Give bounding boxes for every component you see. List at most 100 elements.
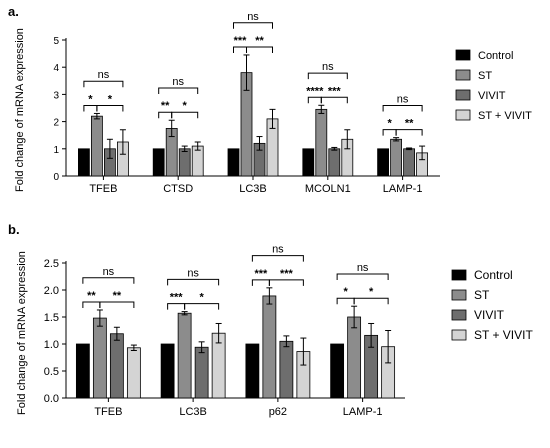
bar — [302, 148, 315, 177]
significance-label: ** — [113, 290, 122, 302]
x-tick-label: CTSD — [163, 183, 193, 195]
x-tick-label: LAMP-1 — [343, 406, 383, 418]
significance-label: ns — [272, 244, 284, 256]
significance-bracket — [307, 96, 322, 104]
significance-label: ** — [161, 100, 170, 112]
significance-bracket — [251, 255, 304, 262]
significance-label: * — [88, 93, 93, 105]
bar — [279, 340, 294, 399]
bar — [227, 148, 240, 177]
x-tick-label: LC3B — [239, 183, 267, 195]
significance-label: *** — [280, 268, 294, 280]
significance-bracket — [167, 303, 186, 310]
legend-swatch — [451, 309, 467, 321]
significance-label: ns — [397, 93, 409, 105]
bar — [178, 148, 191, 177]
y-tick-label: 2.0 — [44, 285, 59, 297]
significance-label: * — [183, 100, 188, 112]
x-tick-label: LAMP-1 — [383, 183, 423, 195]
significance-label: ns — [103, 266, 115, 278]
significance-label: ns — [172, 76, 184, 88]
significance-label: *** — [254, 268, 268, 280]
legend-swatch — [455, 89, 471, 101]
significance-bracket — [382, 104, 423, 112]
significance-bracket — [336, 297, 355, 305]
significance-bracket — [246, 46, 273, 53]
significance-bracket — [158, 111, 173, 119]
y-tick-label: 2.5 — [44, 258, 59, 270]
significance-bracket — [99, 301, 135, 308]
significance-label: ns — [322, 61, 334, 73]
significance-label: **** — [306, 85, 324, 97]
bar — [92, 317, 107, 399]
significance-bracket — [96, 104, 124, 112]
significance-label: ns — [357, 262, 369, 274]
legend-label: Control — [478, 50, 513, 62]
significance-bracket — [82, 277, 135, 284]
significance-label: * — [199, 292, 204, 304]
bar — [177, 312, 192, 399]
panel-a-chart: a. 0 1 2 3 4 5 Fold change of mRNA expression T… — [8, 4, 532, 195]
significance-bracket — [167, 278, 220, 286]
legend-label: VIVIT — [474, 308, 505, 322]
panel-b-label: b. — [8, 222, 20, 237]
significance-bracket — [83, 80, 124, 88]
legend-swatch — [451, 289, 467, 301]
bar — [315, 108, 328, 177]
legend-label: VIVIT — [478, 90, 506, 102]
legend-label: ST + VIVIT — [478, 110, 532, 122]
significance-label: ns — [98, 69, 110, 81]
y-tick-label: 3 — [53, 90, 59, 101]
significance-bracket — [268, 279, 304, 286]
significance-label: * — [108, 93, 113, 105]
bar — [403, 148, 416, 177]
legend-swatch — [451, 269, 467, 281]
x-tick-label: p62 — [269, 406, 287, 418]
significance-bracket — [307, 72, 348, 80]
bar — [347, 316, 362, 399]
y-axis-label: Fold change of mRNA expression — [16, 251, 28, 415]
significance-bracket — [233, 22, 273, 29]
panel-a-label: a. — [8, 4, 19, 19]
significance-label: *** — [170, 292, 184, 304]
y-tick-label: 4 — [53, 63, 59, 74]
significance-bracket — [82, 301, 101, 308]
legend-label: ST — [478, 70, 492, 82]
bar — [194, 346, 209, 399]
y-tick-label: 2 — [53, 118, 59, 129]
legend-swatch — [451, 329, 467, 341]
bar — [390, 138, 403, 177]
significance-label: ** — [255, 35, 264, 47]
bar — [377, 148, 390, 177]
legend-label: ST + VIVIT — [474, 328, 533, 342]
significance-bracket — [158, 87, 199, 95]
significance-label: ** — [87, 290, 96, 302]
significance-label: ns — [247, 11, 259, 23]
significance-bracket — [382, 129, 397, 136]
significance-label: *** — [328, 85, 342, 97]
bar — [75, 343, 90, 399]
x-tick-label: TFEB — [89, 183, 117, 195]
significance-bracket — [171, 111, 199, 119]
y-tick-label: 0 — [53, 172, 59, 183]
legend-label: ST — [474, 288, 490, 302]
significance-label: * — [343, 286, 348, 298]
significance-bracket — [184, 303, 220, 310]
bar — [91, 115, 103, 177]
legend-swatch — [455, 69, 471, 81]
y-tick-label: 1.0 — [44, 339, 59, 351]
x-tick-label: MCOLN1 — [305, 183, 351, 195]
y-tick-label: 1 — [53, 145, 59, 156]
x-tick-label: LC3B — [179, 406, 207, 418]
y-axis-label: Fold change of mRNA expression — [14, 28, 26, 192]
legend-label: Control — [474, 268, 513, 282]
x-tick-label: TFEB — [94, 406, 122, 418]
significance-bracket — [395, 129, 423, 136]
y-tick-label: 0.5 — [44, 366, 59, 378]
bar — [245, 343, 260, 399]
significance-bracket — [251, 279, 270, 286]
significance-bracket — [83, 104, 98, 112]
y-tick-label: 0.0 — [44, 393, 59, 405]
bar — [160, 343, 175, 399]
significance-label: ns — [187, 267, 199, 279]
